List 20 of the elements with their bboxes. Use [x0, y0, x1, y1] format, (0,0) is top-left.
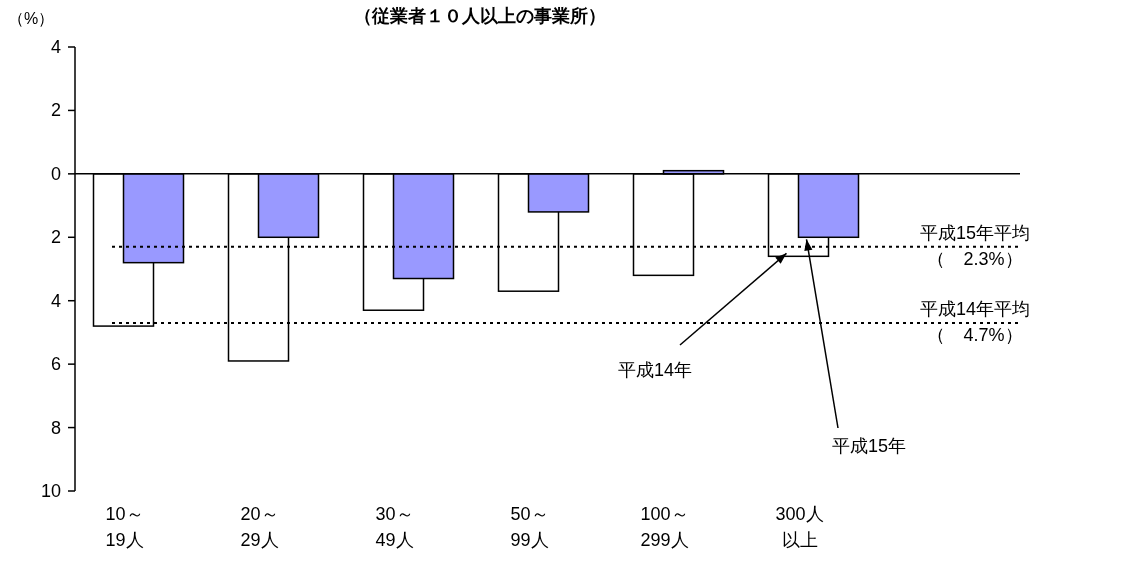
x-tick-label: 10～19人	[105, 504, 144, 550]
y-tick-label: 10	[40, 481, 61, 501]
x-tick-label: 100～299人	[640, 504, 689, 550]
y-tick-label: 2	[50, 100, 61, 121]
y-tick-label: 4	[50, 290, 61, 311]
y-axis-title: （%）	[8, 10, 55, 27]
text: 平成15年	[831, 436, 907, 456]
x-tick-label: 300人以上	[775, 504, 824, 550]
ref-line-label: 平成15年平均（ 2.3%）	[919, 222, 1031, 269]
x-tick-label: 30～49人	[375, 504, 414, 550]
y-tick-label: 6	[50, 354, 61, 375]
x-tick-label: 20～29人	[240, 504, 279, 550]
y-tick-label: 2	[50, 227, 61, 248]
ref-line-label: 平成14年平均（ 4.7%）	[919, 298, 1031, 345]
y-tick-label: 0	[50, 163, 61, 184]
y-tick-label: 8	[50, 417, 61, 438]
text: 平成14年	[617, 360, 693, 380]
chart-title: （従業者１０人以上の事業所）	[354, 6, 606, 26]
y-tick-label: 4	[50, 37, 61, 57]
x-tick-label: 50～99人	[510, 504, 549, 550]
